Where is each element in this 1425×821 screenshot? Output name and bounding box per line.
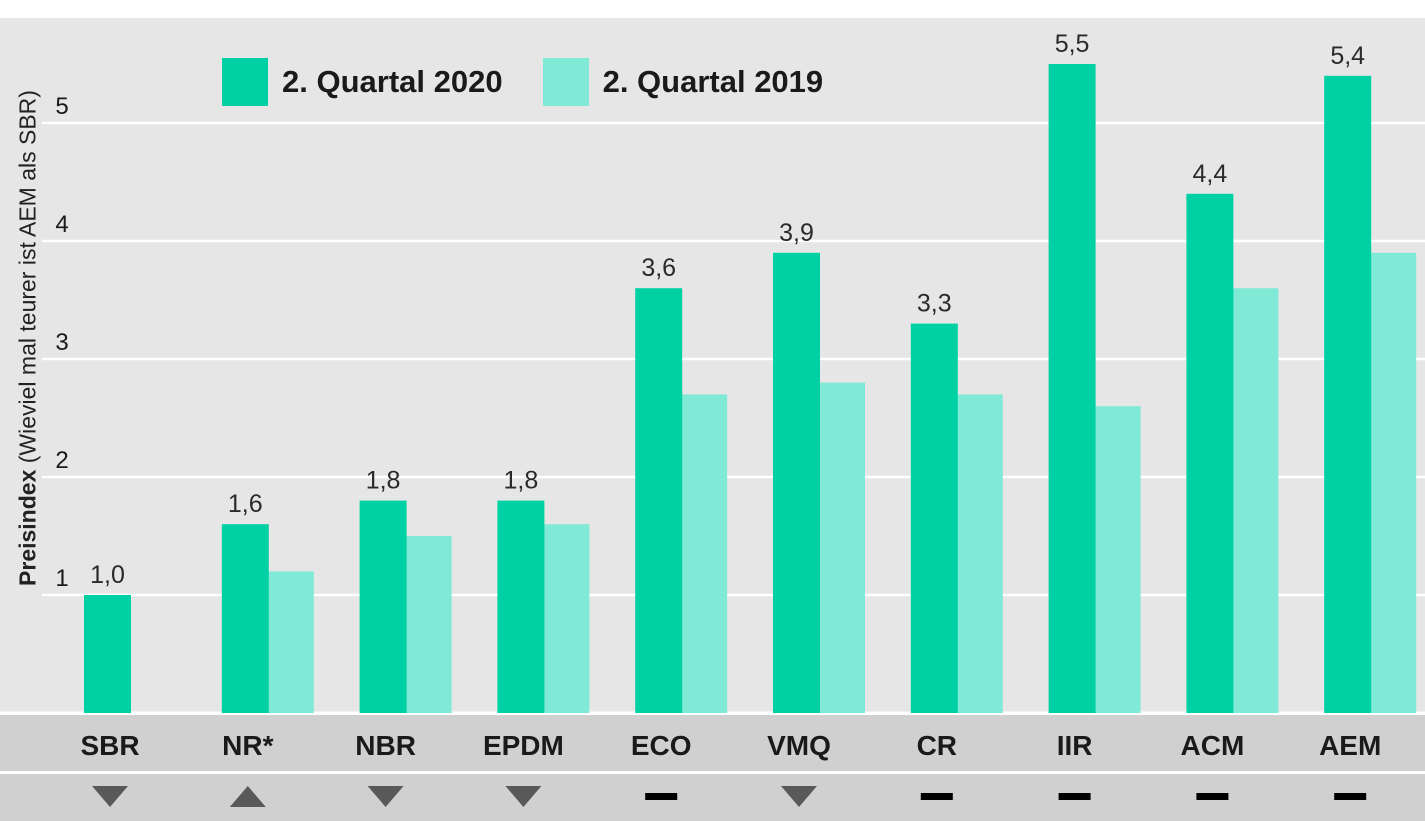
bar-2019-iir: [1093, 406, 1141, 713]
bar-2019-nbr: [404, 536, 452, 713]
trend-down-icon: [367, 786, 404, 807]
trend-symbols: [92, 786, 1367, 807]
legend: 2. Quartal 2020 2. Quartal 2019: [222, 58, 863, 106]
bar-2020-aem: [1324, 75, 1372, 714]
data-label-cr: 3,3: [917, 290, 952, 318]
data-label-sbr: 1,0: [90, 561, 125, 589]
data-label-nr: 1,6: [228, 490, 263, 518]
x-tick-label-cr: CR: [917, 730, 957, 761]
x-tick-label-acm: ACM: [1181, 730, 1245, 761]
y-axis-label-area: Preisindex (Wieviel mal teurer ist AEM a…: [0, 0, 56, 710]
y-tick-label-3: 3: [55, 329, 68, 356]
bar-2020-nbr: [359, 500, 407, 713]
trend-down-icon: [505, 786, 542, 807]
y-axis-label-bold: Preisindex: [14, 469, 41, 586]
category-label-band: [0, 715, 1425, 771]
bars: [84, 64, 1417, 714]
data-label-eco: 3,6: [641, 254, 676, 282]
data-labels: 1,0 1,6 1,8 1,8 3,6 3,9 3,3 5,5 4,4 5,4: [90, 30, 1365, 589]
data-label-aem: 5,4: [1330, 42, 1365, 70]
data-label-iir: 5,5: [1055, 30, 1090, 58]
legend-item-2020: 2. Quartal 2020: [222, 58, 503, 106]
x-tick-labels: SBR NR* NBR EPDM ECO VMQ CR IIR ACM AEM: [80, 730, 1381, 761]
y-tick-label-4: 4: [55, 211, 68, 238]
bar-2019-epdm: [542, 524, 590, 713]
bar-2020-cr: [910, 323, 958, 713]
y-tick-labels: 1 2 3 4 5: [55, 93, 68, 592]
x-tick-label-epdm: EPDM: [483, 730, 564, 761]
bar-2019-vmq: [818, 382, 865, 713]
x-tick-label-vmq: VMQ: [767, 730, 831, 761]
y-tick-label-2: 2: [55, 447, 68, 474]
data-label-vmq: 3,9: [779, 219, 814, 247]
legend-swatch-2020: [222, 58, 268, 106]
y-axis-label-rest: (Wieviel mal teurer ist AEM als SBR): [14, 90, 41, 470]
trend-flat-icon: [1334, 793, 1367, 800]
bar-2020-nr: [221, 524, 269, 713]
bar-2019-eco: [680, 394, 728, 713]
bar-2020-iir: [1048, 64, 1096, 713]
x-tick-label-eco: ECO: [631, 730, 692, 761]
data-label-acm: 4,4: [1193, 160, 1228, 188]
bar-2020-eco: [635, 288, 683, 713]
x-tick-label-iir: IIR: [1057, 730, 1093, 761]
legend-label-2020: 2. Quartal 2020: [282, 64, 503, 99]
bar-2020-acm: [1186, 193, 1234, 714]
trend-down-icon: [92, 786, 128, 807]
trend-flat-icon: [645, 793, 678, 800]
bar-2019-aem: [1369, 252, 1417, 714]
legend-swatch-2019: [542, 58, 589, 106]
data-label-epdm: 1,8: [504, 467, 539, 495]
trend-symbol-band: [0, 774, 1425, 821]
trend-flat-icon: [920, 793, 953, 800]
bar-2019-cr: [955, 394, 1003, 713]
x-tick-label-nr: NR*: [222, 730, 273, 761]
x-tick-label-sbr: SBR: [80, 730, 139, 761]
x-tick-label-aem: AEM: [1319, 730, 1381, 761]
bar-2019-acm: [1231, 288, 1279, 713]
trend-flat-icon: [1058, 793, 1091, 800]
bar-2019-nr: [266, 571, 314, 713]
y-tick-label-1: 1: [55, 565, 68, 592]
bar-2020-epdm: [497, 500, 545, 713]
legend-label-2019: 2. Quartal 2019: [602, 64, 824, 99]
y-axis-label: Preisindex (Wieviel mal teurer ist AEM a…: [15, 90, 42, 586]
legend-item-2019: 2. Quartal 2019: [542, 58, 824, 106]
trend-flat-icon: [1196, 793, 1229, 800]
data-label-nbr: 1,8: [366, 467, 401, 495]
bar-2020-vmq: [773, 252, 820, 714]
trend-down-icon: [781, 786, 817, 807]
x-tick-label-nbr: NBR: [355, 730, 416, 761]
bar-2020-sbr: [84, 595, 131, 713]
y-tick-label-5: 5: [55, 93, 68, 120]
trend-up-icon: [229, 786, 266, 807]
